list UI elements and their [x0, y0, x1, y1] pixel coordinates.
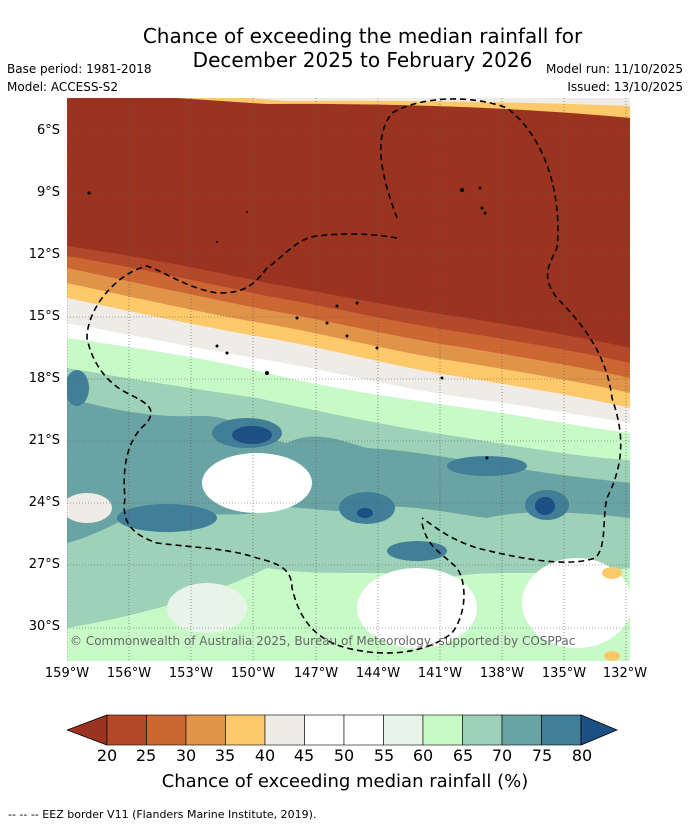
model-run: Model run: 11/10/2025: [545, 62, 683, 76]
colorbar-swatches: [67, 714, 619, 746]
lat-label: 21°S: [28, 433, 60, 448]
title-line-2: December 2025 to February 2026: [192, 48, 533, 72]
wet-patch-2: [232, 426, 272, 444]
band-70-75: [67, 398, 630, 543]
wet-patch-10: [117, 504, 217, 532]
colorbar-tick: 65: [452, 746, 474, 765]
colorbar-tick: 55: [373, 746, 395, 765]
meta-left: Base period: 1981-2018 Model: ACCESS-S2: [7, 60, 152, 96]
wet-patch-6: [339, 492, 395, 524]
lon-label: 132°W: [602, 666, 648, 681]
lon-label: 141°W: [417, 666, 463, 681]
wet-patch-7: [357, 508, 373, 518]
dry-patch-1: [602, 567, 622, 579]
lat-label: 24°S: [28, 495, 60, 510]
colorbar-arrow-high: [580, 714, 619, 746]
base-period: Base period: 1981-2018: [7, 62, 152, 76]
copyright-notice: © Commonwealth of Australia 2025, Bureau…: [70, 634, 576, 648]
lat-label: 6°S: [36, 123, 60, 138]
colorbar-tick: 25: [135, 746, 157, 765]
colorbar-tick: 80: [571, 746, 593, 765]
colorbar-tick: 30: [175, 746, 197, 765]
colorbar-tick: 35: [214, 746, 236, 765]
lon-label: 147°W: [293, 666, 339, 681]
lon-label: 159°W: [44, 666, 90, 681]
eez-legend: -- -- -- EEZ border V11 (Flanders Marine…: [8, 808, 317, 821]
wet-patch-5: [535, 497, 555, 515]
lon-label: 153°W: [168, 666, 214, 681]
colorbar-tick: 45: [293, 746, 315, 765]
colorbar-swatch: [541, 714, 582, 746]
chart-title: Chance of exceeding the median rainfall …: [0, 24, 690, 72]
lat-label: 9°S: [36, 185, 60, 200]
lat-label: 12°S: [28, 247, 60, 262]
lon-gridlines: [67, 98, 627, 661]
neutral-patch-5: [67, 493, 112, 523]
colorbar-swatch: [383, 714, 424, 746]
colorbar-tick: 70: [491, 746, 513, 765]
neutral-patch-4: [167, 583, 247, 633]
colorbar-arrow-low: [67, 714, 108, 746]
colorbar-tick: 60: [412, 746, 434, 765]
colorbar-swatch: [106, 714, 147, 746]
eez-border-french-polynesia: [380, 98, 622, 563]
lat-gridlines: [67, 130, 630, 629]
dry-patch-2: [604, 651, 620, 661]
colorbar-swatch: [462, 714, 503, 746]
colorbar-swatch: [146, 714, 187, 746]
islands: [87, 186, 489, 460]
lat-label: 30°S: [28, 619, 60, 634]
colorbar-swatch: [343, 714, 384, 746]
neutral-patch-3: [522, 558, 630, 648]
colorbar-swatch: [225, 714, 266, 746]
lon-label: 156°W: [106, 666, 152, 681]
colorbar-tick: 20: [96, 746, 118, 765]
rainfall-map: [67, 98, 630, 661]
colorbar-swatch: [501, 714, 542, 746]
colorbar-swatch: [422, 714, 463, 746]
colorbar-tick: 75: [531, 746, 553, 765]
model-name: Model: ACCESS-S2: [7, 80, 119, 94]
map-canvas: [67, 98, 630, 661]
lon-label: 144°W: [355, 666, 401, 681]
lat-label: 18°S: [28, 371, 60, 386]
lat-label: 15°S: [28, 309, 60, 324]
colorbar-title: Chance of exceeding median rainfall (%): [161, 771, 529, 792]
meta-right: Model run: 11/10/2025 Issued: 13/10/2025: [546, 60, 683, 96]
neutral-patch-2: [357, 568, 477, 648]
colorbar-swatch: [185, 714, 226, 746]
colorbar-tick: 40: [254, 746, 276, 765]
colorbar: [67, 714, 619, 746]
lon-label: 138°W: [479, 666, 525, 681]
band-45-50: [67, 298, 630, 423]
lat-label: 27°S: [28, 557, 60, 572]
wet-patch-9: [67, 370, 89, 406]
eez-border-cook-islands: [86, 233, 465, 654]
colorbar-swatch: [304, 714, 345, 746]
band-top-45: [247, 98, 630, 106]
lon-label: 150°W: [230, 666, 276, 681]
colorbar-tick: 50: [333, 746, 355, 765]
issued-date: Issued: 13/10/2025: [567, 80, 683, 94]
band-top-40: [177, 98, 630, 118]
band-below-20: [67, 98, 630, 348]
neutral-patch-1: [202, 453, 312, 513]
colorbar-swatch: [264, 714, 305, 746]
lon-label: 135°W: [541, 666, 587, 681]
wet-patch-3: [447, 456, 527, 476]
title-line-1: Chance of exceeding the median rainfall …: [142, 24, 583, 48]
